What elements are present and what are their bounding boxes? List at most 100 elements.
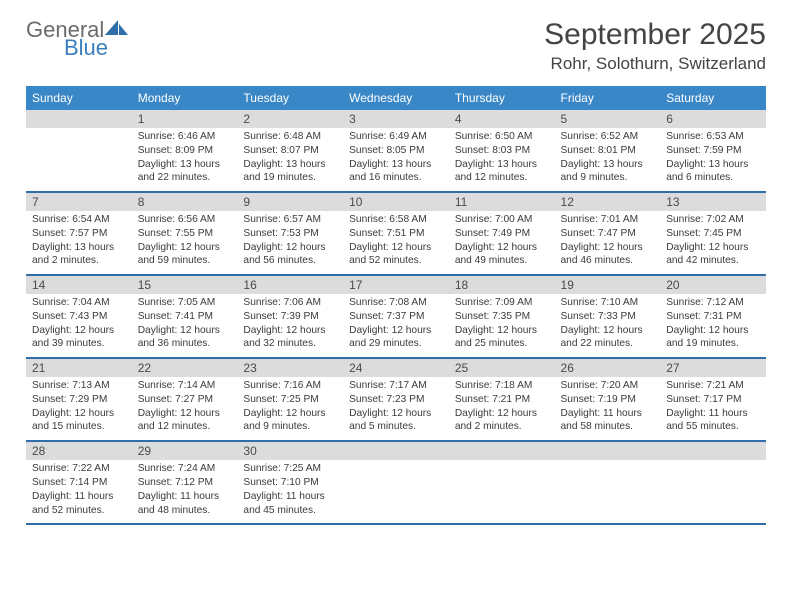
weekday-header: Thursday: [449, 86, 555, 110]
sunrise-text: Sunrise: 6:46 AM: [138, 130, 232, 144]
sunset-text: Sunset: 8:01 PM: [561, 144, 655, 158]
sunrise-text: Sunrise: 6:52 AM: [561, 130, 655, 144]
day-cell: Sunrise: 7:20 AMSunset: 7:19 PMDaylight:…: [555, 377, 661, 440]
sunrise-text: Sunrise: 6:57 AM: [243, 213, 337, 227]
day-number: [449, 441, 555, 460]
day-cell: [555, 460, 661, 523]
daylight-text: Daylight: 12 hours and 56 minutes.: [243, 241, 337, 269]
sunrise-text: Sunrise: 6:56 AM: [138, 213, 232, 227]
sunset-text: Sunset: 7:59 PM: [666, 144, 760, 158]
sunset-text: Sunset: 7:19 PM: [561, 393, 655, 407]
day-content-row: Sunrise: 7:04 AMSunset: 7:43 PMDaylight:…: [26, 294, 766, 357]
sunset-text: Sunset: 8:09 PM: [138, 144, 232, 158]
weekday-header: Wednesday: [343, 86, 449, 110]
daylight-text: Daylight: 11 hours and 52 minutes.: [32, 490, 126, 518]
daylight-text: Daylight: 12 hours and 29 minutes.: [349, 324, 443, 352]
day-number: 17: [343, 275, 449, 294]
sunrise-text: Sunrise: 7:12 AM: [666, 296, 760, 310]
sunrise-text: Sunrise: 7:10 AM: [561, 296, 655, 310]
daylight-text: Daylight: 12 hours and 32 minutes.: [243, 324, 337, 352]
weekday-header: Monday: [132, 86, 238, 110]
sunrise-text: Sunrise: 7:13 AM: [32, 379, 126, 393]
day-cell: Sunrise: 7:02 AMSunset: 7:45 PMDaylight:…: [660, 211, 766, 274]
sunrise-text: Sunrise: 7:09 AM: [455, 296, 549, 310]
day-number: 16: [237, 275, 343, 294]
calendar-table: Sunday Monday Tuesday Wednesday Thursday…: [26, 86, 766, 525]
day-cell: Sunrise: 7:22 AMSunset: 7:14 PMDaylight:…: [26, 460, 132, 523]
title-block: September 2025 Rohr, Solothurn, Switzerl…: [544, 18, 766, 74]
sunrise-text: Sunrise: 7:06 AM: [243, 296, 337, 310]
day-cell: Sunrise: 7:10 AMSunset: 7:33 PMDaylight:…: [555, 294, 661, 357]
day-number: 20: [660, 275, 766, 294]
daylight-text: Daylight: 12 hours and 19 minutes.: [666, 324, 760, 352]
day-cell: Sunrise: 7:16 AMSunset: 7:25 PMDaylight:…: [237, 377, 343, 440]
day-number-row: 21222324252627: [26, 358, 766, 377]
weekday-header-row: Sunday Monday Tuesday Wednesday Thursday…: [26, 86, 766, 110]
sunrise-text: Sunrise: 7:08 AM: [349, 296, 443, 310]
day-cell: Sunrise: 7:12 AMSunset: 7:31 PMDaylight:…: [660, 294, 766, 357]
day-cell: Sunrise: 6:57 AMSunset: 7:53 PMDaylight:…: [237, 211, 343, 274]
day-number: [343, 441, 449, 460]
day-cell: Sunrise: 7:14 AMSunset: 7:27 PMDaylight:…: [132, 377, 238, 440]
week-divider: [26, 523, 766, 524]
day-cell: Sunrise: 6:58 AMSunset: 7:51 PMDaylight:…: [343, 211, 449, 274]
day-number: 18: [449, 275, 555, 294]
sunset-text: Sunset: 7:57 PM: [32, 227, 126, 241]
sunrise-text: Sunrise: 6:49 AM: [349, 130, 443, 144]
sunset-text: Sunset: 7:25 PM: [243, 393, 337, 407]
day-number: 26: [555, 358, 661, 377]
day-cell: Sunrise: 7:00 AMSunset: 7:49 PMDaylight:…: [449, 211, 555, 274]
daylight-text: Daylight: 12 hours and 36 minutes.: [138, 324, 232, 352]
day-cell: Sunrise: 6:54 AMSunset: 7:57 PMDaylight:…: [26, 211, 132, 274]
sunset-text: Sunset: 7:12 PM: [138, 476, 232, 490]
sunset-text: Sunset: 7:55 PM: [138, 227, 232, 241]
day-number: 27: [660, 358, 766, 377]
sunset-text: Sunset: 7:53 PM: [243, 227, 337, 241]
daylight-text: Daylight: 11 hours and 48 minutes.: [138, 490, 232, 518]
day-number: 28: [26, 441, 132, 460]
day-number: 10: [343, 192, 449, 211]
sunset-text: Sunset: 7:21 PM: [455, 393, 549, 407]
day-cell: Sunrise: 7:24 AMSunset: 7:12 PMDaylight:…: [132, 460, 238, 523]
day-number: 2: [237, 110, 343, 128]
day-number: 7: [26, 192, 132, 211]
day-number: 13: [660, 192, 766, 211]
sunset-text: Sunset: 7:51 PM: [349, 227, 443, 241]
weekday-header: Friday: [555, 86, 661, 110]
sunrise-text: Sunrise: 7:25 AM: [243, 462, 337, 476]
day-cell: Sunrise: 6:48 AMSunset: 8:07 PMDaylight:…: [237, 128, 343, 191]
day-cell: [449, 460, 555, 523]
sunset-text: Sunset: 7:31 PM: [666, 310, 760, 324]
daylight-text: Daylight: 12 hours and 49 minutes.: [455, 241, 549, 269]
logo: General Blue: [26, 18, 130, 66]
sunset-text: Sunset: 7:41 PM: [138, 310, 232, 324]
daylight-text: Daylight: 11 hours and 58 minutes.: [561, 407, 655, 435]
sunrise-text: Sunrise: 7:18 AM: [455, 379, 549, 393]
day-number: 9: [237, 192, 343, 211]
day-number-row: 14151617181920: [26, 275, 766, 294]
sunrise-text: Sunrise: 7:16 AM: [243, 379, 337, 393]
day-cell: Sunrise: 7:06 AMSunset: 7:39 PMDaylight:…: [237, 294, 343, 357]
day-cell: Sunrise: 7:09 AMSunset: 7:35 PMDaylight:…: [449, 294, 555, 357]
day-number: 6: [660, 110, 766, 128]
sunset-text: Sunset: 7:37 PM: [349, 310, 443, 324]
day-number: [555, 441, 661, 460]
day-number: 3: [343, 110, 449, 128]
day-number: [26, 110, 132, 128]
day-number: 25: [449, 358, 555, 377]
sunrise-text: Sunrise: 7:00 AM: [455, 213, 549, 227]
day-cell: Sunrise: 6:52 AMSunset: 8:01 PMDaylight:…: [555, 128, 661, 191]
daylight-text: Daylight: 12 hours and 5 minutes.: [349, 407, 443, 435]
sunrise-text: Sunrise: 6:58 AM: [349, 213, 443, 227]
day-cell: Sunrise: 7:17 AMSunset: 7:23 PMDaylight:…: [343, 377, 449, 440]
day-cell: Sunrise: 7:04 AMSunset: 7:43 PMDaylight:…: [26, 294, 132, 357]
page: General Blue September 2025 Rohr, Soloth…: [0, 0, 792, 535]
weekday-header: Saturday: [660, 86, 766, 110]
day-cell: Sunrise: 7:18 AMSunset: 7:21 PMDaylight:…: [449, 377, 555, 440]
sunset-text: Sunset: 7:17 PM: [666, 393, 760, 407]
day-content-row: Sunrise: 7:22 AMSunset: 7:14 PMDaylight:…: [26, 460, 766, 523]
daylight-text: Daylight: 12 hours and 52 minutes.: [349, 241, 443, 269]
sunrise-text: Sunrise: 7:20 AM: [561, 379, 655, 393]
day-cell: [660, 460, 766, 523]
day-number: 22: [132, 358, 238, 377]
